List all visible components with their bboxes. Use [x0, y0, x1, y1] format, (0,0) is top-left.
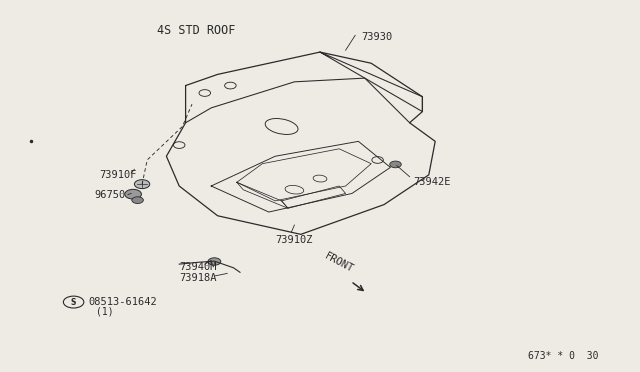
Text: 73918A: 73918A — [179, 273, 217, 283]
Text: 73930: 73930 — [362, 32, 393, 42]
Circle shape — [390, 161, 401, 168]
Text: 96750: 96750 — [95, 190, 126, 200]
Text: 73910Z: 73910Z — [275, 235, 313, 245]
Text: S: S — [71, 298, 76, 307]
Circle shape — [132, 197, 143, 203]
Text: 08513-61642: 08513-61642 — [88, 297, 157, 307]
Text: 73940M: 73940M — [179, 262, 217, 272]
Circle shape — [208, 258, 221, 265]
Text: 673* * 0  30: 673* * 0 30 — [528, 351, 598, 361]
Circle shape — [125, 189, 141, 199]
Text: 73910F: 73910F — [99, 170, 137, 180]
Text: (1): (1) — [96, 307, 114, 316]
Text: 4S STD ROOF: 4S STD ROOF — [157, 24, 235, 37]
Text: 73942E: 73942E — [413, 177, 451, 187]
Circle shape — [134, 180, 150, 189]
Text: FRONT: FRONT — [323, 251, 355, 275]
